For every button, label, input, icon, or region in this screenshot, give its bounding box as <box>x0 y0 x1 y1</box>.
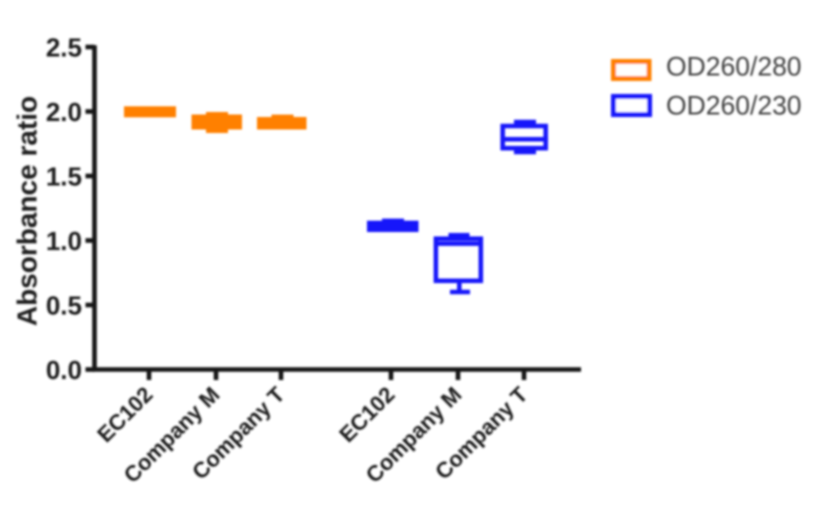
svg-text:OD260/230: OD260/230 <box>666 91 802 121</box>
svg-text:OD260/280: OD260/280 <box>666 51 802 81</box>
svg-text:Absorbance ratio: Absorbance ratio <box>12 96 43 326</box>
svg-text:1.5: 1.5 <box>46 161 82 191</box>
svg-text:EC102: EC102 <box>92 382 157 447</box>
svg-text:2.0: 2.0 <box>46 97 82 127</box>
svg-text:EC102: EC102 <box>334 382 399 447</box>
svg-text:2.5: 2.5 <box>46 32 82 62</box>
svg-text:0.5: 0.5 <box>46 290 82 320</box>
svg-text:1.0: 1.0 <box>46 226 82 256</box>
svg-text:0.0: 0.0 <box>46 355 82 385</box>
